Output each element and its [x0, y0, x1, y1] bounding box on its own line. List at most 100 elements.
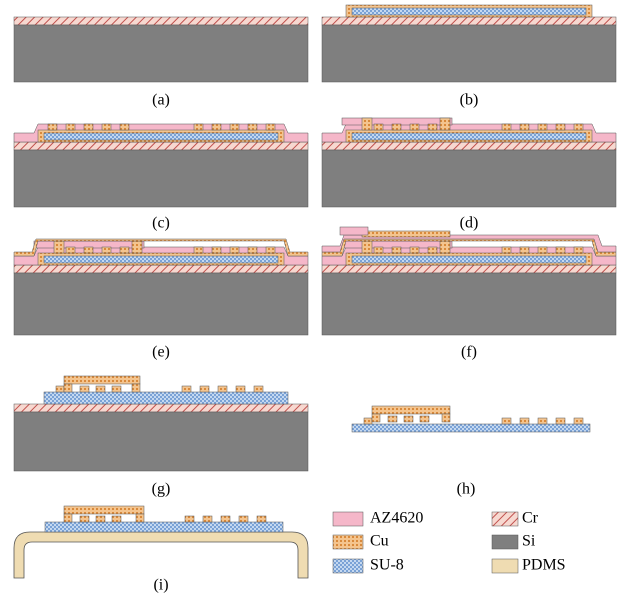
cu-pad	[96, 516, 105, 522]
cu-pad	[80, 516, 89, 522]
cu-pad	[520, 247, 529, 253]
cu-pad	[404, 416, 413, 422]
cu-pad	[410, 247, 419, 253]
su8-layer	[44, 392, 288, 404]
cu-pad	[374, 124, 383, 130]
cu-pad	[112, 516, 121, 522]
cu-pad	[254, 386, 263, 392]
panel-label: (i)	[153, 577, 168, 594]
cu-pad	[520, 418, 529, 424]
cu-via	[64, 514, 72, 522]
cu-pad	[538, 247, 547, 253]
cr-layer	[322, 265, 616, 273]
cu-bridge	[362, 231, 450, 237]
cu-pad	[538, 418, 547, 424]
cu-pad	[221, 516, 230, 522]
cu-pad	[230, 124, 239, 130]
cu-pad	[538, 124, 547, 130]
su8-layer	[352, 256, 586, 263]
cu-via	[440, 118, 450, 130]
cu-pad	[194, 247, 203, 253]
legend-swatch	[492, 535, 518, 549]
si-substrate	[322, 25, 616, 82]
legend-label: Si	[522, 533, 536, 550]
cr-layer	[322, 17, 616, 25]
cu-pad	[203, 516, 212, 522]
cu-pad	[556, 124, 565, 130]
cr-layer	[14, 265, 308, 273]
legend-swatch	[333, 535, 363, 549]
cu-pad	[574, 418, 583, 424]
legend-label: PDMS	[522, 557, 566, 574]
si-substrate	[14, 25, 308, 82]
si-substrate	[322, 273, 616, 335]
cu-pad	[236, 386, 245, 392]
cu-pad	[556, 418, 565, 424]
cu-pad	[266, 124, 275, 130]
cu-pad	[556, 247, 565, 253]
legend-swatch	[492, 559, 518, 573]
su8-layer	[45, 522, 283, 532]
cu-via	[64, 384, 72, 392]
cu-pad	[112, 386, 121, 392]
su8-layer	[44, 256, 278, 263]
panel-label: (c)	[152, 215, 170, 232]
su8-layer	[352, 8, 586, 15]
cu-via	[362, 118, 372, 130]
cu-pad	[392, 247, 401, 253]
cu-pad	[502, 247, 511, 253]
cu-pad	[248, 124, 257, 130]
si-substrate	[14, 412, 308, 471]
cu-via	[372, 414, 380, 422]
cu-pad	[120, 124, 129, 130]
legend-label: Cu	[370, 533, 389, 550]
pdms-layer	[14, 532, 308, 578]
legend-swatch	[333, 512, 363, 526]
az4620-layer	[340, 227, 368, 235]
cu-bridge	[64, 376, 140, 384]
cu-pad	[212, 124, 221, 130]
cu-pad	[374, 247, 383, 253]
legend-swatch	[333, 559, 363, 573]
cr-layer	[14, 404, 308, 412]
cu-pad	[182, 386, 191, 392]
cu-pad	[66, 124, 75, 130]
cu-pad	[102, 247, 111, 253]
cu-pad	[194, 124, 203, 130]
cu-pad	[257, 516, 266, 522]
cu-pad	[248, 247, 257, 253]
cu-pad	[84, 124, 93, 130]
si-substrate	[14, 273, 308, 335]
cu-pad	[80, 386, 89, 392]
cu-pad	[212, 247, 221, 253]
su8-layer	[352, 424, 590, 432]
cu-pad	[230, 247, 239, 253]
panel-label: (g)	[152, 481, 171, 498]
legend-label: SU-8	[370, 557, 404, 574]
panel-label: (f)	[461, 344, 477, 361]
cu-pad	[48, 124, 57, 130]
cr-layer	[14, 17, 308, 25]
su8-layer	[352, 133, 586, 140]
cu-pad	[218, 386, 227, 392]
cu-bridge	[64, 506, 144, 514]
cu-pad	[410, 124, 419, 130]
cr-layer	[14, 142, 308, 150]
cu-pad	[185, 516, 194, 522]
cu-via	[132, 384, 140, 392]
cu-pad	[420, 416, 429, 422]
cu-pad	[56, 386, 64, 392]
cu-via	[54, 241, 64, 253]
cu-pad	[428, 124, 437, 130]
legend-label: AZ4620	[370, 510, 423, 527]
cu-via	[440, 241, 450, 253]
cu-pad	[502, 418, 511, 424]
cu-pad	[66, 247, 75, 253]
cu-via	[362, 241, 372, 253]
figure: (a) (b) (c) (d) (e) (f) (g) (h) (i) AZ46…	[0, 0, 624, 602]
cu-pad	[96, 386, 105, 392]
si-substrate	[14, 150, 308, 207]
cu-via	[442, 414, 450, 422]
panel-label: (b)	[460, 92, 479, 109]
su8-layer	[44, 133, 278, 140]
